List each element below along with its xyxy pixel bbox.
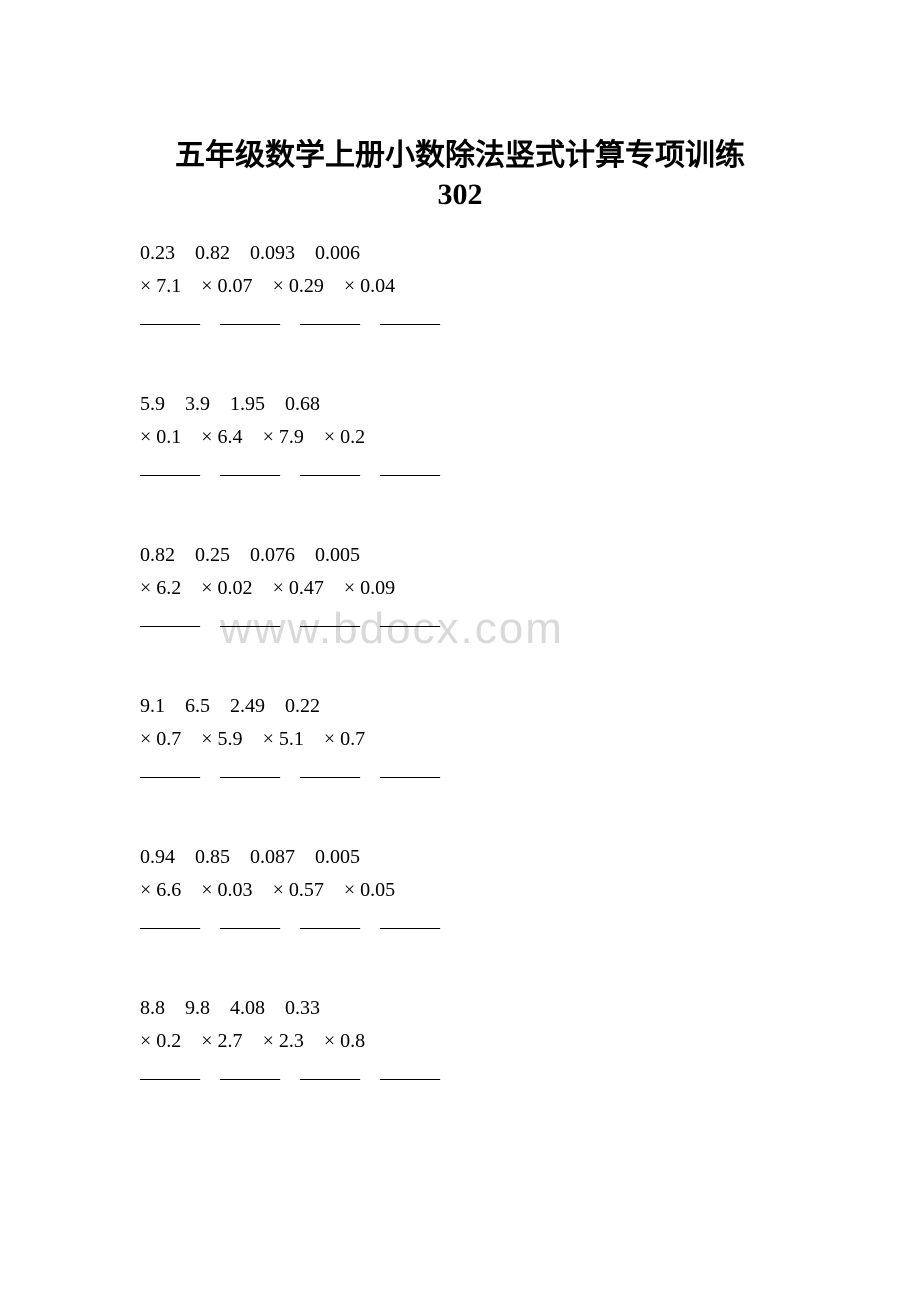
top-numbers: 8.8 9.8 4.08 0.33 <box>140 997 780 1020</box>
answer-underline: ——— ——— ——— ——— <box>140 910 780 939</box>
multiplier: × 0.09 <box>344 577 395 599</box>
multiplier: × 0.03 <box>201 879 252 901</box>
title-line-1: 五年级数学上册小数除法竖式计算专项训练 <box>140 130 780 174</box>
number: 0.22 <box>285 695 320 717</box>
multiplier: × 2.7 <box>201 1030 242 1052</box>
number: 0.82 <box>195 242 230 264</box>
multiplier: × 0.02 <box>201 577 252 599</box>
multiplier: × 7.1 <box>140 275 181 297</box>
number: 0.087 <box>250 846 295 868</box>
multiplier: × 0.7 <box>324 728 365 750</box>
number: 0.33 <box>285 997 320 1019</box>
number: 0.076 <box>250 544 295 566</box>
problem-row: 0.23 0.82 0.093 0.006 × 7.1 × 0.07 × 0.29 × 0.… <box>140 242 780 335</box>
number: 3.9 <box>185 393 210 415</box>
multiplier-line: × 6.2 × 0.02 × 0.47 × 0.09 <box>140 577 780 600</box>
multiplier: × 0.2 <box>324 426 365 448</box>
worksheet-page: 五年级数学上册小数除法竖式计算专项训练 302 0.23 0.82 0.093 0.0… <box>0 0 920 1208</box>
number: 0.006 <box>315 242 360 264</box>
number: 0.94 <box>140 846 175 868</box>
multiplier: × 0.05 <box>344 879 395 901</box>
number: 2.49 <box>230 695 265 717</box>
number: 0.25 <box>195 544 230 566</box>
number: 0.093 <box>250 242 295 264</box>
answer-underline: ——— ——— ——— ——— <box>140 608 780 637</box>
top-numbers: 5.9 3.9 1.95 0.68 <box>140 393 780 416</box>
multiplier: × 0.47 <box>273 577 324 599</box>
multiplier: × 6.4 <box>201 426 242 448</box>
top-numbers: 0.23 0.82 0.093 0.006 <box>140 242 780 265</box>
number: 0.005 <box>315 846 360 868</box>
answer-underline: ——— ——— ——— ——— <box>140 1061 780 1090</box>
title-line-2: 302 <box>140 178 780 212</box>
multiplier: × 6.6 <box>140 879 181 901</box>
number: 0.23 <box>140 242 175 264</box>
multiplier-line: × 6.6 × 0.03 × 0.57 × 0.05 <box>140 879 780 902</box>
multiplier: × 0.04 <box>344 275 395 297</box>
number: 9.8 <box>185 997 210 1019</box>
multiplier-line: × 0.7 × 5.9 × 5.1 × 0.7 <box>140 728 780 751</box>
number: 0.68 <box>285 393 320 415</box>
multiplier: × 0.57 <box>273 879 324 901</box>
multiplier: × 0.8 <box>324 1030 365 1052</box>
multiplier-line: × 0.2 × 2.7 × 2.3 × 0.8 <box>140 1030 780 1053</box>
number: 9.1 <box>140 695 165 717</box>
multiplier: × 0.7 <box>140 728 181 750</box>
problem-row: 0.94 0.85 0.087 0.005 × 6.6 × 0.03 × 0.57 × 0.… <box>140 846 780 939</box>
answer-underline: ——— ——— ——— ——— <box>140 457 780 486</box>
number: 0.82 <box>140 544 175 566</box>
multiplier: × 6.2 <box>140 577 181 599</box>
multiplier: × 5.9 <box>201 728 242 750</box>
number: 8.8 <box>140 997 165 1019</box>
number: 0.005 <box>315 544 360 566</box>
problem-row: 0.82 0.25 0.076 0.005 × 6.2 × 0.02 × 0.47 × 0.… <box>140 544 780 637</box>
problem-row: 8.8 9.8 4.08 0.33 × 0.2 × 2.7 × 2.3 × 0.8 ——— … <box>140 997 780 1090</box>
top-numbers: 0.82 0.25 0.076 0.005 <box>140 544 780 567</box>
multiplier-line: × 7.1 × 0.07 × 0.29 × 0.04 <box>140 275 780 298</box>
answer-underline: ——— ——— ——— ——— <box>140 306 780 335</box>
page-title: 五年级数学上册小数除法竖式计算专项训练 302 <box>140 130 780 212</box>
multiplier: × 0.29 <box>273 275 324 297</box>
multiplier: × 5.1 <box>263 728 304 750</box>
multiplier: × 2.3 <box>263 1030 304 1052</box>
number: 4.08 <box>230 997 265 1019</box>
top-numbers: 0.94 0.85 0.087 0.005 <box>140 846 780 869</box>
multiplier: × 0.2 <box>140 1030 181 1052</box>
number: 6.5 <box>185 695 210 717</box>
number: 5.9 <box>140 393 165 415</box>
answer-underline: ——— ——— ——— ——— <box>140 759 780 788</box>
number: 1.95 <box>230 393 265 415</box>
multiplier: × 0.1 <box>140 426 181 448</box>
multiplier: × 0.07 <box>201 275 252 297</box>
problem-row: 9.1 6.5 2.49 0.22 × 0.7 × 5.9 × 5.1 × 0.7 ——— … <box>140 695 780 788</box>
multiplier-line: × 0.1 × 6.4 × 7.9 × 0.2 <box>140 426 780 449</box>
top-numbers: 9.1 6.5 2.49 0.22 <box>140 695 780 718</box>
number: 0.85 <box>195 846 230 868</box>
multiplier: × 7.9 <box>263 426 304 448</box>
problem-row: 5.9 3.9 1.95 0.68 × 0.1 × 6.4 × 7.9 × 0.2 ——— … <box>140 393 780 486</box>
